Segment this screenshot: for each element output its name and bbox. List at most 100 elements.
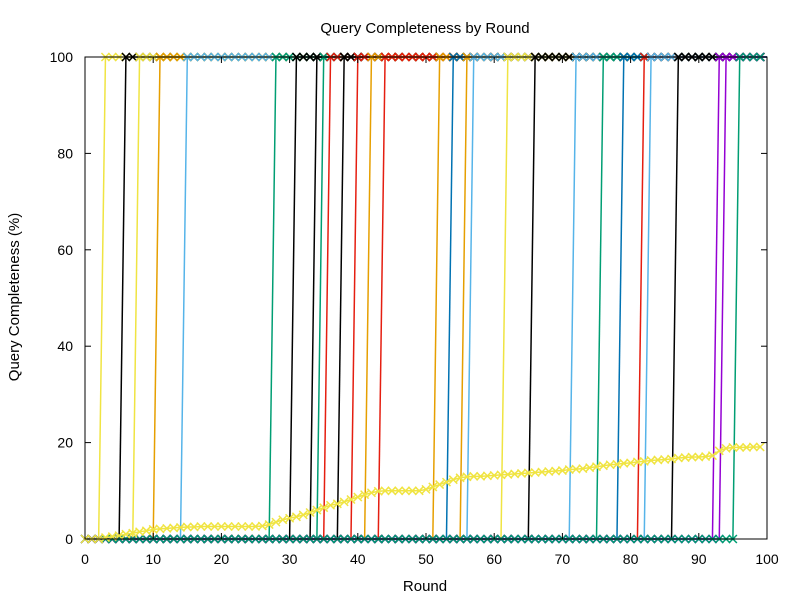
series-path — [616, 56, 625, 540]
x-tick-label: 70 — [555, 551, 571, 567]
series-path — [445, 56, 455, 540]
x-tick-label: 60 — [486, 551, 502, 567]
y-tick-label: 80 — [57, 145, 73, 161]
y-tick-label: 100 — [50, 49, 74, 65]
series-path — [568, 56, 577, 540]
x-tick-label: 20 — [214, 551, 230, 567]
data-point-marker — [114, 531, 124, 541]
data-point-marker — [707, 451, 717, 461]
data-point-marker — [414, 486, 424, 496]
series-path — [152, 56, 161, 540]
data-point-marker — [223, 521, 233, 531]
series-path — [288, 56, 298, 540]
x-tick-label: 10 — [145, 551, 161, 567]
data-point-marker — [394, 486, 404, 496]
data-point-marker — [332, 499, 342, 509]
data-point-marker — [428, 482, 438, 492]
data-point-marker — [469, 471, 479, 481]
data-point-marker — [421, 484, 431, 494]
data-point-marker — [230, 521, 240, 531]
data-point-marker — [264, 520, 274, 530]
data-point-marker — [407, 486, 417, 496]
series-path — [268, 56, 277, 540]
series-path — [670, 56, 680, 540]
data-point-marker — [278, 515, 288, 525]
series-path — [85, 446, 761, 540]
series-path — [316, 56, 325, 540]
data-point-marker — [237, 521, 247, 531]
series-path — [732, 56, 741, 540]
y-tick-label: 0 — [65, 531, 73, 547]
series-path — [636, 56, 645, 540]
data-point-marker — [319, 503, 329, 513]
data-point-marker — [748, 442, 758, 452]
x-tick-label: 80 — [623, 551, 639, 567]
x-tick-label: 40 — [350, 551, 366, 567]
series-path — [118, 56, 127, 540]
data-point-marker — [128, 528, 138, 538]
data-point-marker — [441, 477, 451, 487]
series-path — [500, 56, 509, 540]
series-path — [527, 56, 536, 540]
data-point-marker — [141, 526, 151, 536]
series-path — [336, 56, 345, 540]
y-tick-label: 20 — [57, 435, 73, 451]
data-point-marker — [353, 492, 363, 502]
data-point-marker — [257, 521, 267, 531]
x-axis-title: Round — [403, 578, 447, 595]
axis-ticks: 0 10 20 30 40 50 60 70 80 90 100 0 20 40 60 80 100 — [50, 49, 779, 567]
data-point-marker — [435, 480, 445, 490]
data-point-marker — [285, 513, 295, 523]
data-point-marker — [360, 490, 370, 500]
data-point-marker — [182, 522, 192, 532]
data-point-marker — [312, 505, 322, 515]
y-tick-label: 60 — [57, 242, 73, 258]
data-point-marker — [305, 507, 315, 518]
series-path — [309, 56, 318, 540]
data-point-marker — [687, 452, 697, 462]
data-point-marker — [346, 494, 356, 505]
series-path — [466, 56, 475, 540]
series-line — [80, 52, 767, 544]
chart-title: Query Completeness by Round — [320, 20, 529, 37]
data-point-marker — [271, 517, 281, 527]
data-point-marker — [366, 488, 376, 498]
series-path — [432, 56, 441, 540]
series-path — [459, 56, 468, 540]
x-tick-label: 30 — [282, 551, 298, 567]
series-path — [322, 56, 332, 540]
data-point-marker — [387, 486, 397, 496]
data-point-marker — [714, 446, 724, 456]
data-point-marker — [401, 486, 411, 496]
data-point-marker — [196, 521, 206, 531]
data-point-marker — [291, 512, 301, 522]
data-point-marker — [339, 497, 349, 507]
data-point-marker — [244, 521, 254, 531]
y-axis-title: Query Completeness (%) — [6, 213, 23, 381]
data-point-marker — [735, 442, 745, 452]
series-path — [350, 56, 359, 540]
data-point-marker — [210, 521, 220, 531]
data-point-marker — [203, 521, 213, 531]
series-path — [97, 56, 107, 540]
plot-area — [80, 52, 767, 544]
data-point-marker — [728, 442, 738, 452]
x-tick-label: 90 — [691, 551, 707, 567]
series-path — [711, 56, 721, 540]
x-tick-label: 50 — [418, 551, 434, 567]
series-line — [80, 442, 765, 544]
data-point-marker — [298, 510, 308, 520]
data-point-marker — [325, 500, 336, 510]
plot-frame — [84, 56, 768, 540]
data-point-marker — [755, 442, 765, 452]
series-path — [377, 56, 386, 540]
series-path — [595, 56, 605, 540]
series-path — [131, 56, 141, 540]
data-point-marker — [380, 486, 390, 496]
data-point-marker — [216, 521, 226, 531]
x-tick-label: 0 — [81, 551, 89, 567]
series-path — [363, 56, 373, 540]
series-path — [179, 56, 189, 540]
